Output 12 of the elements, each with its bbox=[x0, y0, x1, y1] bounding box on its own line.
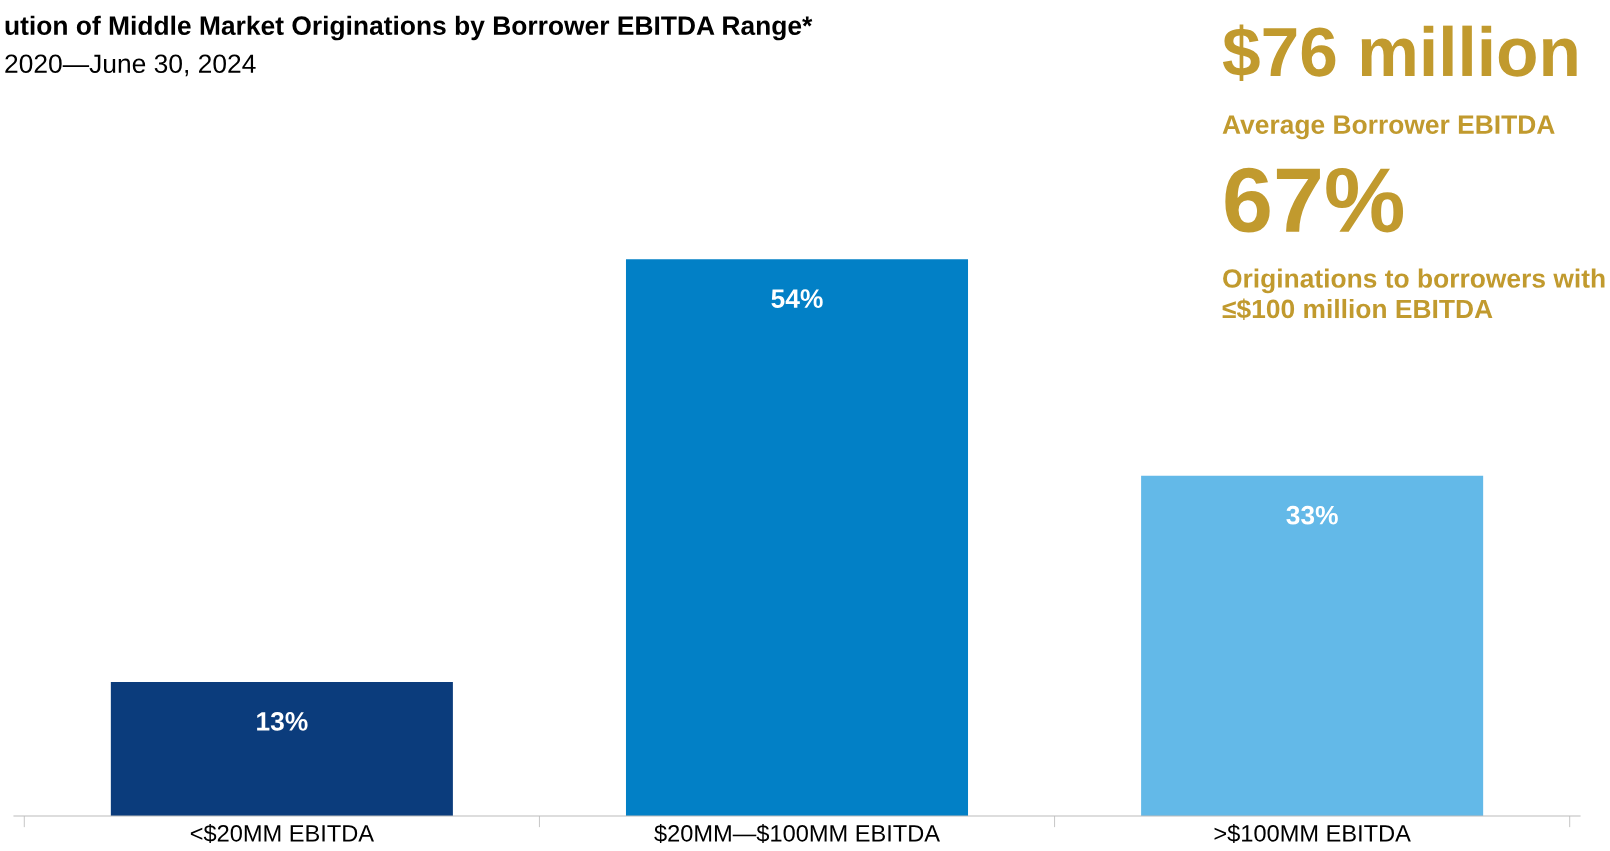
text: $76 million bbox=[1222, 24, 1577, 82]
x-tick-label: $20MM—$100MM EBITDA bbox=[654, 823, 940, 844]
x-tick-label: >$100MM EBITDA bbox=[1214, 823, 1411, 844]
text: 67% bbox=[1225, 167, 1404, 233]
data-label: 13% bbox=[257, 712, 308, 731]
text: Average Borrower EBITDA bbox=[1222, 115, 1555, 140]
chart-title: ution of Middle Market Originations by Borrower EBITDA Range* bbox=[5, 15, 813, 41]
data-label: 33% bbox=[1286, 505, 1338, 525]
data-label: 54% bbox=[771, 289, 823, 308]
chart-subtitle: 2020—June 30, 2024 bbox=[5, 54, 256, 77]
annotation: Originations to borrowers with ≤$100 million EBITDA bbox=[1222, 268, 1605, 321]
x-tick-label: <$20MM EBITDA bbox=[190, 823, 374, 844]
